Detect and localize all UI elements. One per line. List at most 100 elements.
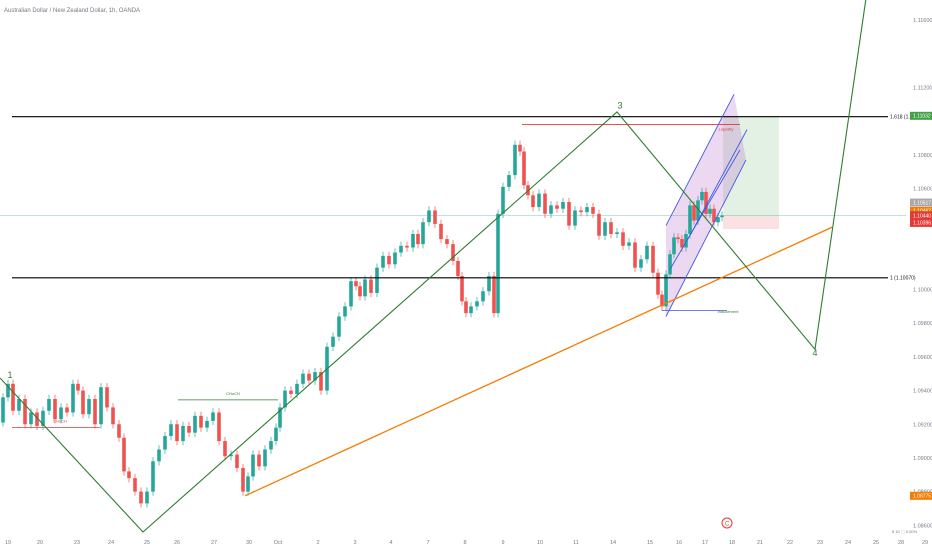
x-tick-label: 9 <box>501 540 504 546</box>
candle-body <box>439 223 443 240</box>
candle-body <box>211 412 215 421</box>
candle-body <box>29 412 33 425</box>
candle-body <box>615 232 619 235</box>
price-tag-label: 1.08775 <box>913 494 931 500</box>
x-tick-label: 11 <box>573 540 579 546</box>
x-tick-label: 18 <box>729 540 735 546</box>
candle-body <box>501 186 505 214</box>
candle-body <box>358 286 362 297</box>
x-tick-label: 25 <box>873 540 879 546</box>
candle-body <box>59 407 63 420</box>
candle-body <box>133 478 137 492</box>
y-tick-label: 1.09200 <box>913 422 932 428</box>
x-tick-label: 2 <box>316 540 319 546</box>
candle-body <box>555 205 559 209</box>
candle-body <box>639 259 643 268</box>
wave-label: 3 <box>617 101 622 111</box>
x-tick-label: 8 <box>463 540 466 546</box>
candle-body <box>720 215 724 218</box>
price-tag-label: 1.11032 <box>913 114 931 120</box>
candle-body <box>507 175 511 187</box>
candle-body <box>269 441 273 450</box>
candle-body <box>354 281 358 287</box>
candle-body <box>445 239 449 245</box>
x-tick-label: 10 <box>537 540 543 546</box>
candle-body <box>263 449 267 467</box>
position-target-zone <box>723 115 779 216</box>
candle-body <box>76 383 80 391</box>
candle-body <box>278 407 282 428</box>
candle-body <box>6 383 10 398</box>
fib-level-label: 1 (1.10070) <box>890 276 916 282</box>
candle-body <box>621 232 625 246</box>
y-tick-label: 1.10600 <box>913 187 932 193</box>
candle-body <box>668 254 672 275</box>
candle-body <box>307 373 311 381</box>
candle-body <box>274 427 278 442</box>
y-tick-label: 1.09000 <box>913 456 932 462</box>
candle-body <box>193 415 197 433</box>
price-series-layer <box>1 140 724 508</box>
candle-body <box>672 237 676 255</box>
y-tick-label: 1.11200 <box>913 86 932 92</box>
candle-body <box>229 454 233 457</box>
candle-body <box>456 260 460 277</box>
channel-line <box>665 94 735 226</box>
candle-body <box>645 245 649 260</box>
candle-body <box>492 276 496 314</box>
candle-body <box>692 205 696 221</box>
candle-body <box>151 461 155 492</box>
candle-body <box>369 279 373 293</box>
candle-body <box>518 144 522 152</box>
candle-body <box>205 420 209 428</box>
candle-body <box>684 234 688 248</box>
orange-trendline <box>244 226 833 497</box>
svg-text:C: C <box>725 522 730 528</box>
x-tick-label: 24 <box>845 540 851 546</box>
candle-body <box>381 255 385 268</box>
position-stop-zone <box>723 215 779 229</box>
chart-annotation: Liquidity <box>719 126 734 131</box>
candle-body <box>411 234 415 248</box>
x-tick-label: 23 <box>817 540 823 546</box>
candle-body <box>349 281 353 307</box>
candle-body <box>257 454 261 467</box>
candle-body <box>23 399 27 425</box>
candle-body <box>217 412 221 442</box>
candle-body <box>561 202 565 209</box>
candle-body <box>549 205 553 214</box>
candle-body <box>93 399 97 425</box>
candle-body <box>105 387 109 408</box>
candle-body <box>241 468 245 492</box>
candle-body <box>235 454 239 469</box>
candle-body <box>567 202 571 226</box>
fib-level-label: 1.618 (1.11027) <box>890 114 925 120</box>
x-tick-label: Oct <box>274 540 283 546</box>
drawings-layer: 1.618 (1.11027) 1 (1.10070) 1 3 4 CHoCH CHoCH L… <box>0 0 925 533</box>
price-tag <box>910 218 932 227</box>
price-tag <box>910 206 932 215</box>
candle-body <box>597 213 601 236</box>
candle-body <box>579 210 583 213</box>
candle-body <box>712 208 716 223</box>
candle-body <box>660 294 664 307</box>
candle-body <box>651 245 655 273</box>
candle-body <box>99 387 103 425</box>
candle-body <box>122 437 126 472</box>
x-tick-label: 19 <box>5 540 11 546</box>
candle-body <box>301 373 305 384</box>
candle-body <box>313 372 317 381</box>
wave-label: 4 <box>812 348 817 358</box>
candle-body <box>496 213 500 314</box>
candle-body <box>65 407 69 413</box>
candle-body <box>680 239 684 248</box>
channel-line <box>669 149 741 270</box>
candle-body <box>603 222 607 236</box>
candle-body <box>157 449 161 462</box>
candle-body <box>664 274 668 307</box>
axes-layer: 1.116001.112001.108001.106001.104001.100… <box>5 18 932 546</box>
x-tick-label: 30 <box>246 540 252 546</box>
candle-body <box>71 383 75 413</box>
